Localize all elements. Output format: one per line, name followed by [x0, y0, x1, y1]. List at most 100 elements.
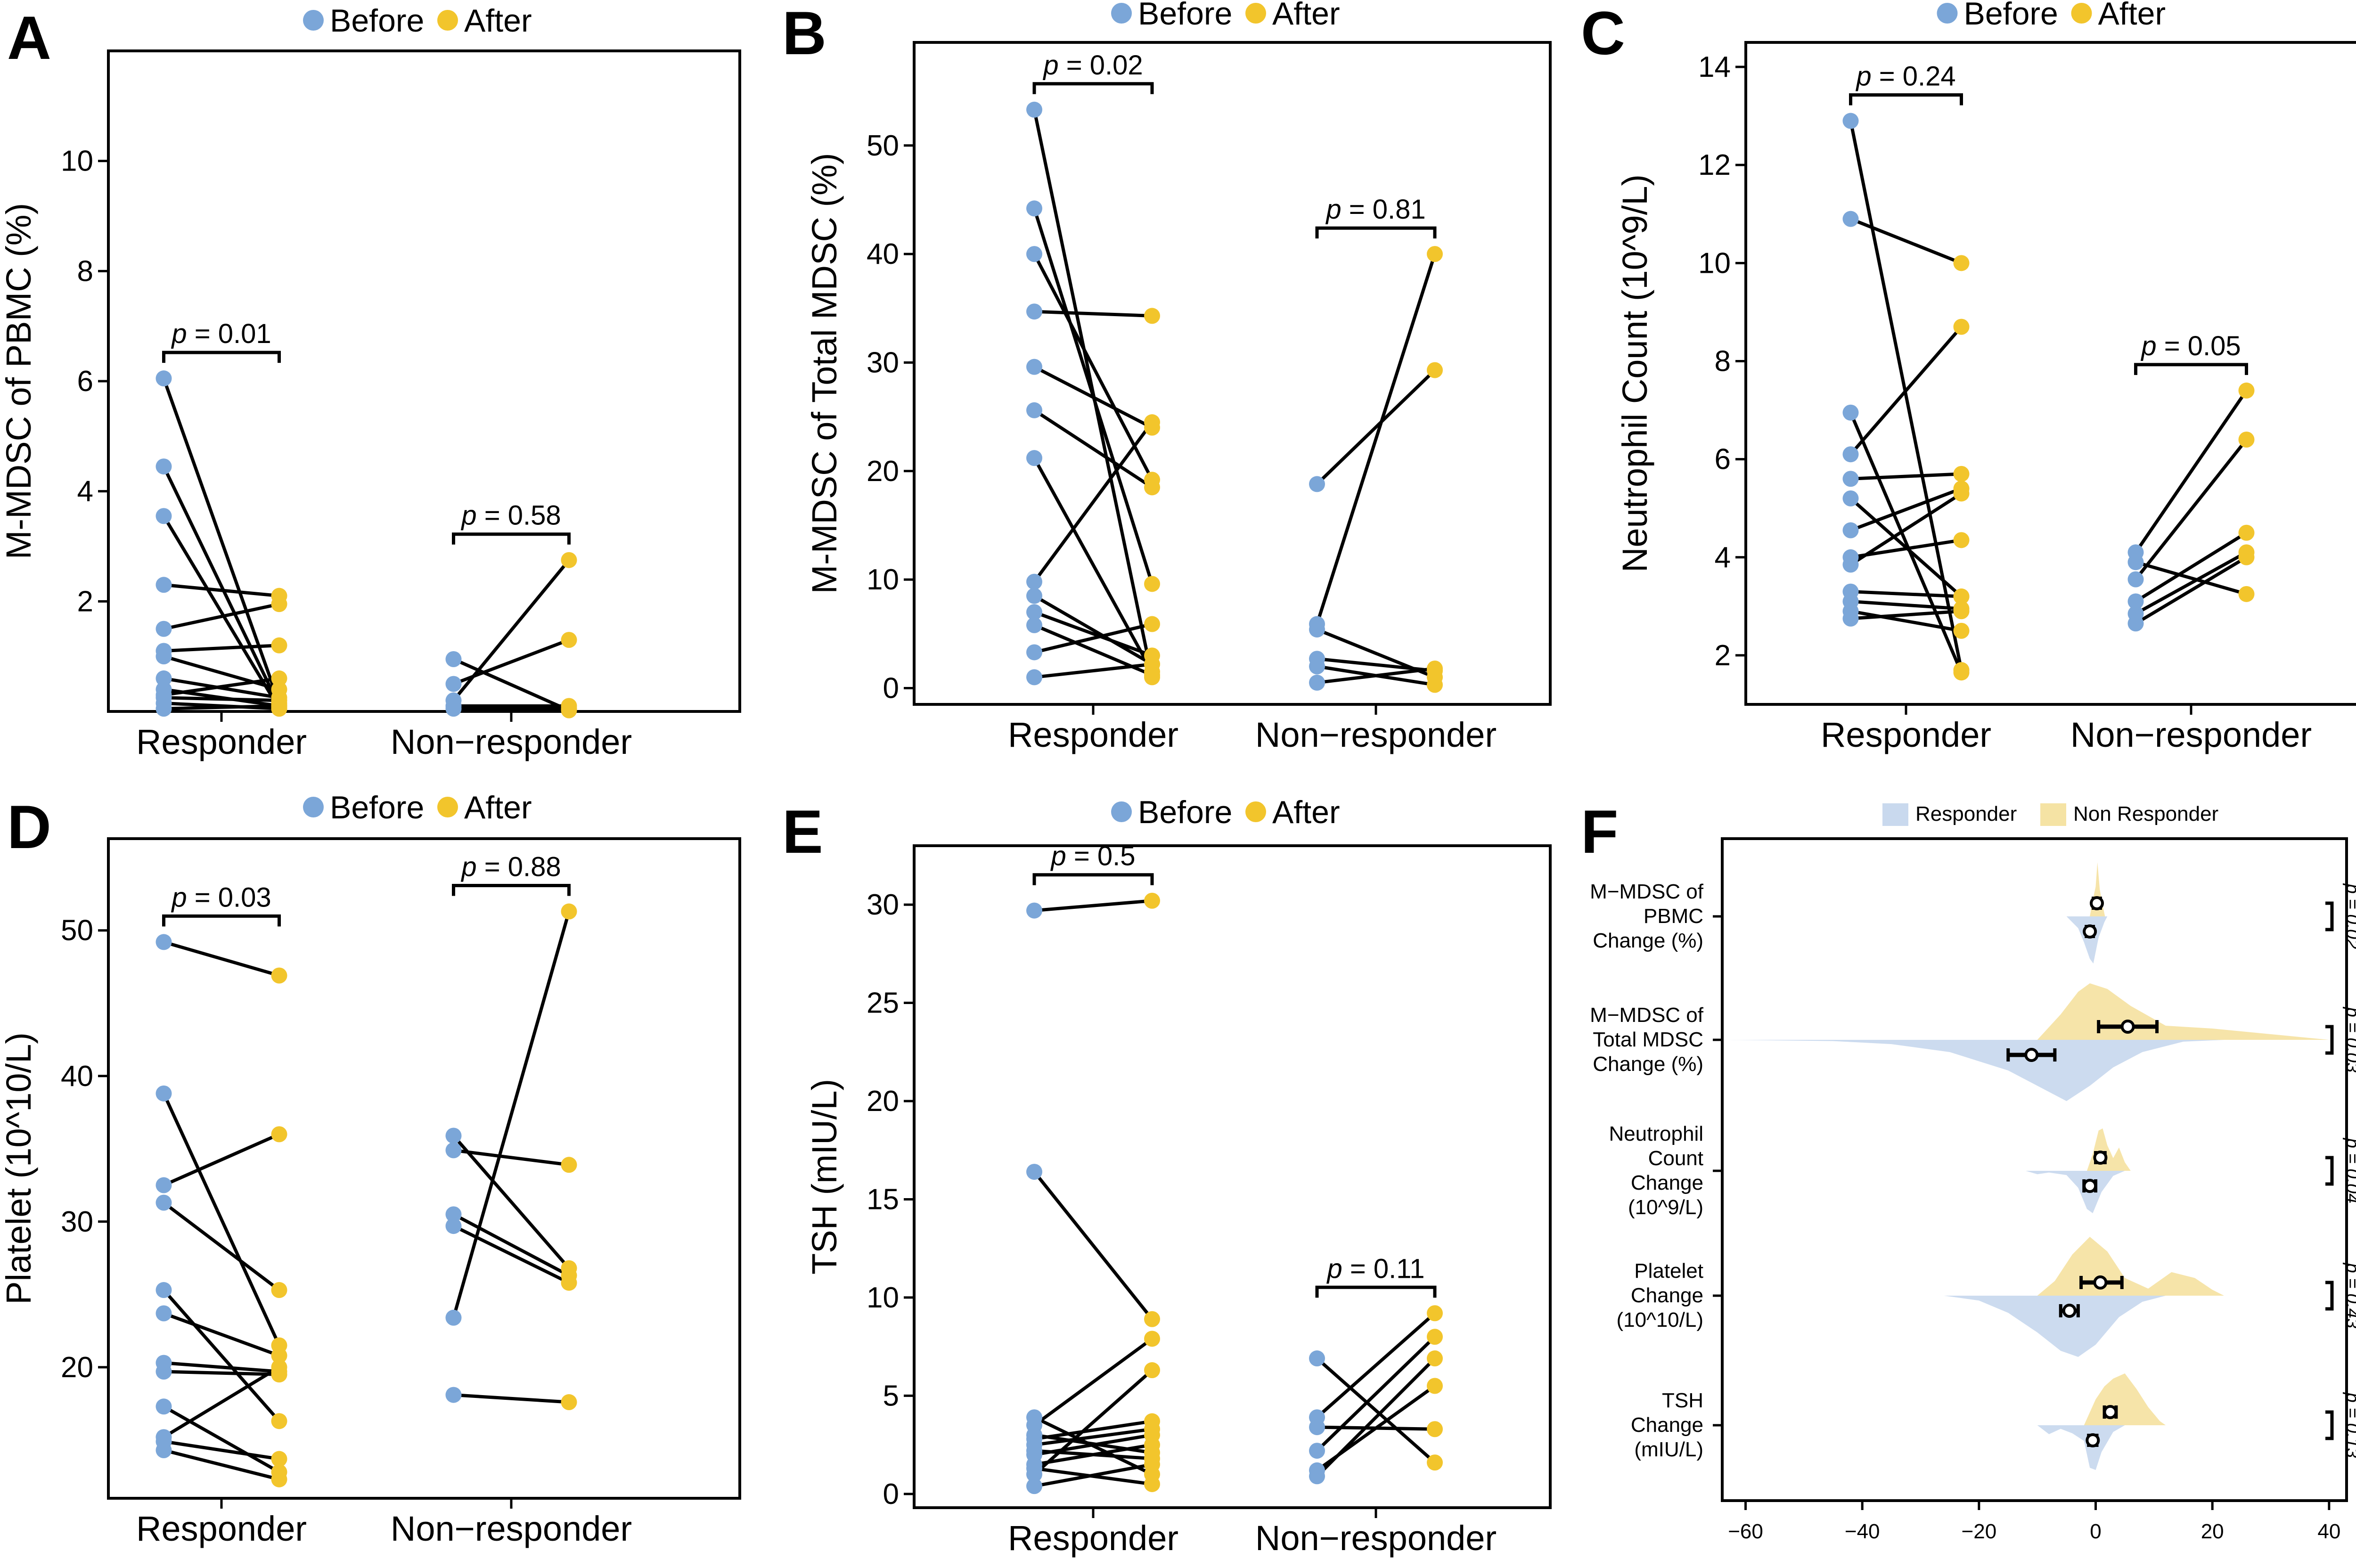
before-point — [155, 1442, 172, 1459]
after-point — [561, 552, 577, 568]
x-tick-label: Responder — [136, 722, 307, 761]
after-point — [1144, 414, 1160, 431]
row-label: Change — [1631, 1171, 1703, 1194]
responder-mean-point — [2024, 1048, 2039, 1062]
after-point — [271, 1471, 287, 1487]
after-point — [561, 1274, 577, 1291]
legend-nonresponder-label: Non Responder — [2073, 802, 2218, 825]
pair-line — [163, 1405, 280, 1474]
before-point — [155, 686, 172, 703]
pair-line — [1034, 899, 1153, 913]
significance-bracket — [2325, 1281, 2334, 1311]
before-point — [1026, 902, 1042, 919]
nonresponder-mean-point — [2120, 1020, 2135, 1034]
after-point — [2238, 549, 2255, 565]
after-point — [271, 1348, 287, 1364]
significance-bracket — [1315, 1285, 1437, 1298]
pair-line — [1034, 1449, 1153, 1461]
responder-mean-point — [2083, 924, 2097, 939]
before-point — [445, 1206, 462, 1223]
plot-frame — [107, 837, 741, 1500]
y-tick-label: 30 — [867, 346, 899, 379]
panel-c: C Before After 2 4 6 8 10 12 14 Neutrophil Count (… — [1581, 0, 2356, 754]
y-tick-label: 10 — [867, 1282, 899, 1314]
legend-after-label: After — [1272, 0, 1340, 32]
responder-mean-point — [2062, 1304, 2077, 1318]
before-point — [1026, 644, 1042, 661]
significance-bracket — [162, 351, 281, 363]
significance-bracket — [1032, 873, 1154, 885]
x-tick-label: Responder — [1821, 715, 1991, 754]
y-tick-label: 4 — [77, 475, 93, 508]
group-responder: p = 0.5 — [1026, 841, 1160, 1494]
nonresponder-violin — [2084, 1373, 2166, 1425]
nonresponder-violin — [2086, 1128, 2131, 1171]
after-point — [271, 1413, 287, 1429]
pair-line — [1033, 1170, 1153, 1320]
pair-line — [164, 644, 279, 653]
significance-bracket — [1032, 82, 1154, 94]
y-tick-label: 20 — [867, 455, 899, 488]
y-tick-label: 8 — [77, 255, 93, 287]
pair-line — [1034, 622, 1153, 654]
pair-line — [162, 515, 281, 710]
after-point — [1953, 466, 1970, 482]
group-responder: p = 0.24 — [1842, 61, 1970, 681]
row-label: (mIU/L) — [1634, 1438, 1703, 1461]
pair-line — [453, 1393, 569, 1404]
pair-line — [1034, 1467, 1153, 1486]
row-label: Count — [1648, 1147, 1703, 1170]
plot-frame — [1744, 41, 2356, 706]
after-point — [1427, 1350, 1443, 1367]
after-point — [1144, 479, 1160, 496]
legend-before-label: Before — [330, 790, 424, 825]
pair-line — [1034, 310, 1153, 318]
pair-line — [1850, 590, 1962, 598]
before-point — [2127, 571, 2144, 588]
pair-line — [1317, 667, 1435, 685]
after-point — [1953, 588, 1970, 605]
panel-letter: A — [7, 3, 51, 72]
y-tick-label: 10 — [1698, 247, 1731, 279]
pair-line — [452, 1213, 570, 1277]
significance-bracket — [2325, 901, 2334, 931]
row-label: (10^9/L) — [1628, 1196, 1703, 1219]
x-tick-label: Responder — [136, 1509, 307, 1548]
pair-line — [1033, 1337, 1153, 1427]
before-point — [1309, 621, 1325, 638]
before-point — [155, 621, 172, 637]
before-point — [155, 1364, 172, 1380]
legend-after-label: After — [464, 3, 532, 39]
before-point — [1842, 404, 1859, 421]
y-tick-label: 2 — [1715, 639, 1731, 672]
before-point — [2127, 615, 2144, 632]
plot-frame — [1721, 837, 2348, 1502]
before-point — [1842, 471, 1859, 487]
pair-line — [452, 1135, 571, 1269]
pair-line — [1033, 408, 1153, 489]
after-point — [1427, 1329, 1443, 1345]
y-tick-label: 5 — [883, 1380, 899, 1412]
after-point — [1144, 616, 1160, 632]
after-point — [271, 596, 287, 612]
after-point — [561, 1157, 577, 1173]
legend-after-label: After — [1272, 794, 1340, 830]
x-tick-label: Non−responder — [1255, 1519, 1497, 1558]
pair-line — [163, 940, 280, 977]
after-point — [561, 632, 577, 648]
pair-line — [2135, 560, 2247, 596]
after-point — [2238, 586, 2255, 602]
x-tick-label: Non−responder — [391, 722, 632, 761]
before-point — [1309, 1443, 1325, 1459]
after-point — [1427, 246, 1443, 262]
before-point — [1842, 522, 1859, 539]
before-point — [155, 577, 172, 593]
nonresponder-mean-point — [2093, 1151, 2108, 1165]
before-point — [445, 1218, 462, 1234]
legend-before-label: Before — [1138, 794, 1232, 830]
group-nonresponder: p = 0.05 — [2127, 331, 2255, 632]
before-point — [1842, 446, 1859, 463]
pair-line — [164, 696, 279, 702]
before-point — [1026, 1460, 1042, 1477]
